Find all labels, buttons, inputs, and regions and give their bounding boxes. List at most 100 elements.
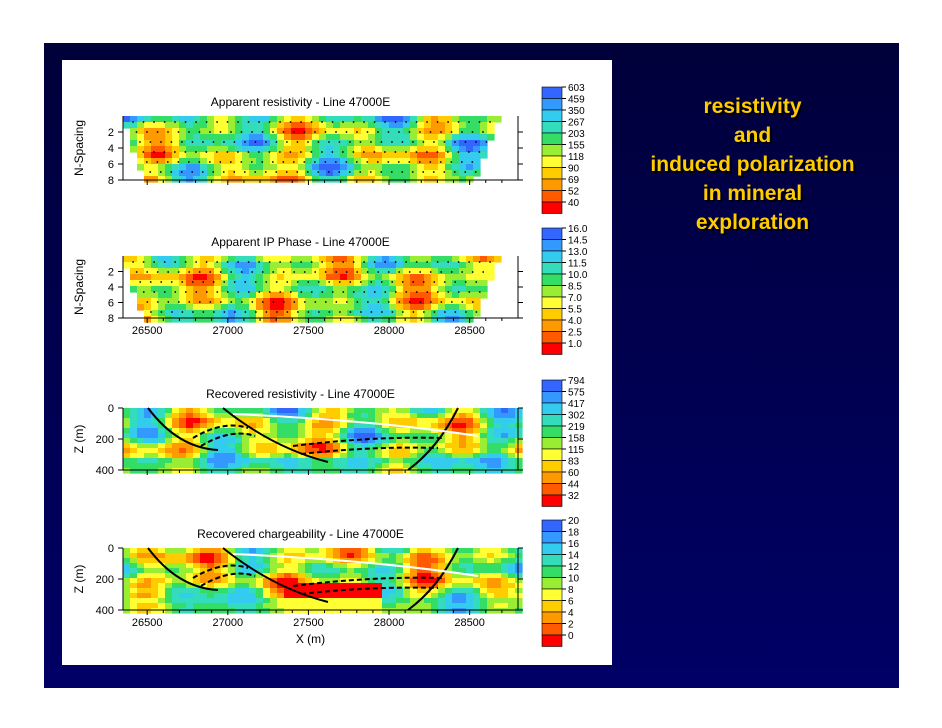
data-point — [146, 301, 149, 303]
heatmap-cell — [221, 146, 229, 153]
heatmap-cell — [403, 548, 411, 554]
heatmap-cell — [326, 548, 334, 554]
heatmap-cell — [158, 468, 166, 474]
heatmap-cell — [256, 588, 264, 594]
x-tick-label: 26500 — [132, 325, 163, 337]
data-point — [300, 261, 303, 263]
heatmap-cell — [151, 433, 159, 439]
heatmap-cell — [452, 593, 460, 599]
heatmap-cell — [207, 443, 215, 449]
heatmap-cell — [354, 468, 362, 474]
heatmap-cell — [172, 548, 180, 554]
heatmap-cell — [403, 463, 411, 469]
heatmap-cell — [144, 152, 152, 159]
heatmap-cell — [326, 310, 334, 317]
heatmap-cell — [151, 563, 159, 569]
heatmap-cell — [249, 116, 257, 123]
data-point — [240, 301, 243, 303]
heatmap-cell — [466, 573, 474, 579]
heatmap-cell — [417, 583, 425, 589]
heatmap-cell — [298, 170, 306, 177]
heatmap-cell — [459, 316, 467, 323]
heatmap-cell — [340, 292, 348, 299]
heatmap-cell — [130, 280, 138, 287]
heatmap-cell — [417, 310, 425, 317]
heatmap-cell — [228, 128, 236, 135]
heatmap-cell — [242, 298, 250, 305]
heatmap-cell — [284, 573, 292, 579]
heatmap-cell — [207, 418, 215, 424]
heatmap-cell — [340, 433, 348, 439]
side-title-line: induced polarization — [650, 153, 855, 176]
heatmap-cell — [284, 134, 292, 141]
heatmap-cell — [165, 438, 173, 444]
heatmap-cell — [403, 304, 411, 311]
heatmap-cell — [340, 443, 348, 449]
heatmap-cell — [501, 408, 509, 414]
heatmap-cell — [375, 428, 383, 434]
data-point — [387, 161, 390, 163]
heatmap-cell — [375, 413, 383, 419]
heatmap-cell — [312, 448, 320, 454]
heatmap-cell — [424, 158, 432, 165]
data-point — [244, 311, 247, 313]
heatmap-cell — [214, 603, 222, 609]
heatmap-cell — [305, 176, 313, 183]
data-point — [160, 141, 162, 143]
heatmap-cell — [221, 256, 229, 263]
data-point — [440, 301, 443, 303]
heatmap-cell — [508, 418, 516, 424]
heatmap-cell — [452, 468, 460, 474]
heatmap-cell — [403, 262, 411, 269]
heatmap-cell — [473, 128, 481, 135]
heatmap-cell — [277, 310, 285, 317]
data-point — [380, 281, 383, 283]
colorbar-label: 267 — [568, 118, 585, 129]
heatmap-cell — [452, 128, 460, 135]
y-tick-label: 4 — [108, 143, 114, 155]
data-point — [397, 161, 400, 163]
heatmap-cell — [424, 256, 432, 263]
heatmap-cell — [473, 116, 481, 123]
heatmap-cell — [312, 428, 320, 434]
heatmap-cell — [459, 280, 467, 287]
heatmap-cell — [333, 304, 341, 311]
heatmap-cell — [319, 408, 327, 414]
heatmap-cell — [207, 256, 215, 263]
heatmap-cell — [200, 443, 208, 449]
heatmap-cell — [438, 316, 446, 323]
heatmap-cell — [144, 573, 152, 579]
heatmap-cell — [431, 598, 439, 604]
heatmap-cell — [501, 568, 509, 574]
heatmap-cell — [326, 593, 334, 599]
heatmap-cell — [452, 553, 460, 559]
data-point — [170, 171, 173, 173]
heatmap-cell — [249, 588, 257, 594]
heatmap-cell — [326, 443, 334, 449]
heatmap-cell — [298, 140, 306, 147]
heatmap-cell — [347, 453, 355, 459]
heatmap-cell — [193, 274, 201, 281]
heatmap-cell — [312, 588, 320, 594]
heatmap-cell — [277, 116, 285, 123]
heatmap-cell — [158, 568, 166, 574]
colorbar-swatch — [541, 109, 563, 122]
heatmap-cell — [151, 298, 159, 305]
heatmap-cell — [158, 433, 166, 439]
heatmap-cell — [403, 274, 411, 281]
heatmap-cell — [200, 256, 208, 263]
data-point — [254, 281, 257, 283]
heatmap-cell — [158, 256, 166, 263]
heatmap-cell — [144, 433, 152, 439]
heatmap-cell — [368, 310, 376, 317]
heatmap-cell — [263, 443, 271, 449]
data-point — [412, 311, 415, 313]
y-tick-label: 0 — [108, 403, 114, 415]
heatmap-cell — [410, 563, 418, 569]
data-point — [369, 171, 372, 173]
heatmap-cell — [235, 274, 243, 281]
heatmap-cell — [480, 598, 488, 604]
heatmap-cell — [438, 458, 446, 464]
heatmap-cell — [424, 298, 432, 305]
data-point — [296, 171, 299, 173]
